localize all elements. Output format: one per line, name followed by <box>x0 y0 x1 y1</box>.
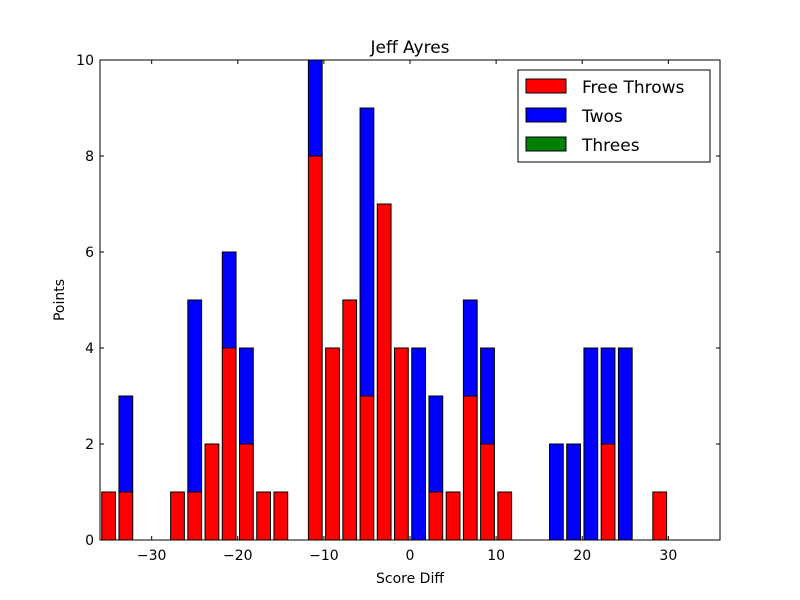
bar-free-throws <box>480 443 495 541</box>
x-tick-label: −30 <box>137 548 167 564</box>
bar-twos <box>187 299 203 493</box>
legend-label: Free Throws <box>582 78 685 98</box>
bar-twos <box>462 299 478 397</box>
bar-free-throws <box>445 491 461 541</box>
bars-layer <box>101 59 668 541</box>
bar-free-throws <box>204 443 220 541</box>
bar-twos <box>583 347 599 541</box>
bar-twos <box>411 347 427 541</box>
bar-free-throws <box>342 299 358 541</box>
bar-free-throws <box>307 155 323 541</box>
x-tick-label: 20 <box>573 548 591 564</box>
y-tick-label: 2 <box>85 437 94 453</box>
bar-free-throws <box>359 395 375 541</box>
bar-twos <box>359 107 375 397</box>
bar-free-throws <box>600 443 616 541</box>
bar-twos <box>118 395 134 493</box>
chart-title: Jeff Ayres <box>369 38 449 58</box>
bar-free-throws <box>101 491 116 541</box>
legend-swatch <box>525 136 567 152</box>
bar-free-throws <box>239 443 254 541</box>
y-tick-label: 10 <box>76 53 94 69</box>
bar-free-throws <box>325 347 340 541</box>
ticks-layer: −30 −20 −10 0 10 20 30 0 2 4 6 8 10 <box>76 53 720 564</box>
bar-twos <box>480 347 495 445</box>
bar-free-throws <box>170 491 185 541</box>
bar-free-throws <box>118 491 134 541</box>
x-axis-title: Score Diff <box>376 571 444 587</box>
bar-free-throws <box>273 491 289 541</box>
y-tick-label: 4 <box>85 341 94 357</box>
bar-free-throws <box>394 347 409 541</box>
bar-free-throws <box>256 491 272 541</box>
y-tick-label: 8 <box>85 149 94 165</box>
bar-free-throws <box>187 491 203 541</box>
bar-twos <box>549 443 564 541</box>
bar-free-throws <box>221 347 237 541</box>
bar-free-throws <box>428 491 444 541</box>
x-tick-label: 30 <box>659 548 677 564</box>
bar-twos <box>307 59 323 157</box>
bar-free-throws <box>462 395 478 541</box>
y-tick-label: 6 <box>85 245 94 261</box>
legend: Free Throws Twos Threes <box>517 69 711 163</box>
bar-twos <box>566 443 582 541</box>
y-axis-title: Points <box>52 279 68 321</box>
bar-free-throws <box>497 491 513 541</box>
legend-label: Threes <box>581 136 640 156</box>
bar-twos <box>600 347 616 445</box>
bar-twos <box>221 251 237 349</box>
x-tick-label: 10 <box>487 548 505 564</box>
x-tick-label: −10 <box>309 548 339 564</box>
bar-twos <box>428 395 444 493</box>
y-tick-label: 0 <box>85 533 94 549</box>
x-tick-label: 0 <box>406 548 415 564</box>
legend-label: Twos <box>581 107 623 127</box>
legend-swatch <box>525 78 567 94</box>
x-tick-label: −20 <box>223 548 253 564</box>
bar-free-throws <box>376 203 392 541</box>
bar-twos <box>617 347 633 541</box>
bar-twos <box>239 347 254 445</box>
bar-free-throws <box>652 491 668 541</box>
legend-swatch <box>525 107 567 123</box>
